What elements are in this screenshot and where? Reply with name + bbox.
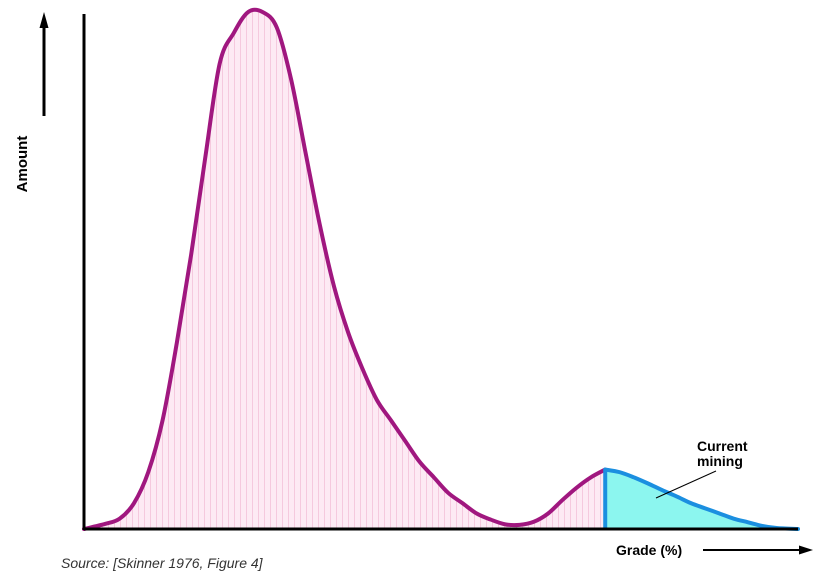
current-mining-curve [603,467,800,531]
distribution-area [84,9,606,529]
x-arrow-head [799,545,813,555]
x-axis-label: Grade (%) [616,542,682,558]
current-mining-area [605,469,798,529]
y-axis-label: Amount [14,136,31,193]
distribution-curve [82,7,608,531]
y-arrow-head [39,12,49,28]
source-citation: Source: [Skinner 1976, Figure 4] [61,555,264,571]
annotation-leader [655,470,717,499]
annotation-line1: Current [697,438,748,454]
annotation-line2: mining [697,453,743,469]
